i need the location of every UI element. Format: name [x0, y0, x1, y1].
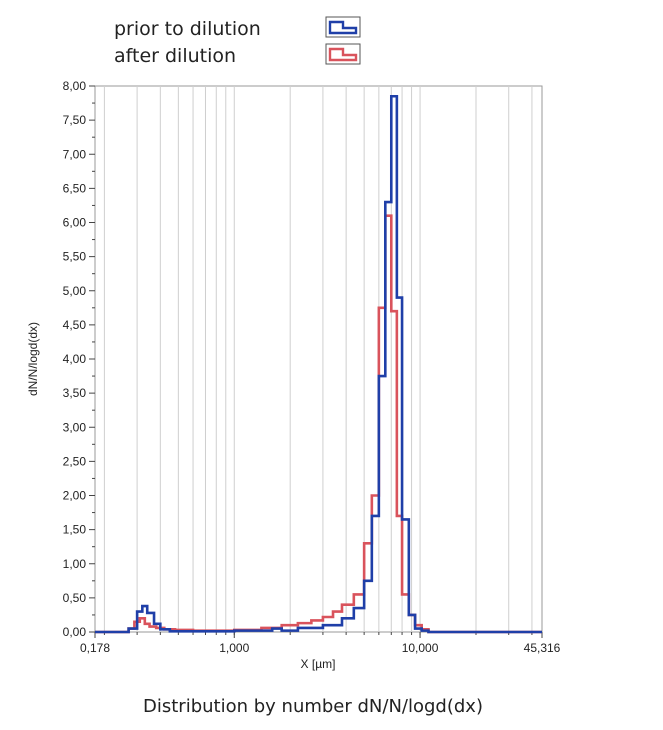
- y-tick-label: 8,00: [63, 79, 87, 93]
- series-group: [95, 94, 542, 634]
- y-tick-label: 1,00: [63, 557, 87, 571]
- legend: prior to dilution after dilution: [114, 16, 361, 67]
- y-tick-label: 3,50: [63, 386, 87, 400]
- legend-label-after: after dilution: [114, 45, 236, 67]
- y-tick-label: 6,00: [63, 216, 87, 230]
- y-tick-label: 3,00: [63, 420, 87, 434]
- legend-symbol-after: [328, 47, 358, 62]
- x-tick-label: 0,178: [80, 641, 110, 655]
- legend-swatch-box-after: [325, 43, 361, 65]
- y-tick-label: 2,50: [63, 454, 87, 468]
- legend-swatch-box-prior: [325, 16, 361, 38]
- series-prior-to-dilution: [95, 94, 542, 634]
- x-tick-label: 10,000: [402, 641, 439, 655]
- y-tick-label: 0,00: [63, 625, 87, 639]
- x-axis: 0,178 1,000 10,000 45,316: [80, 632, 561, 655]
- y-tick-label: 5,00: [63, 284, 87, 298]
- x-tick-label: 1,000: [219, 641, 249, 655]
- y-tick-label: 0,50: [63, 591, 87, 605]
- y-axis-label: dN/N/logd(dx): [26, 322, 40, 396]
- y-tick-label: 4,00: [63, 352, 87, 366]
- y-tick-label: 7,00: [63, 147, 87, 161]
- y-tick-label: 2,00: [63, 489, 87, 503]
- chart-caption: Distribution by number dN/N/logd(dx): [143, 696, 483, 717]
- x-axis-label: X [µm]: [301, 657, 336, 671]
- y-tick-label: 5,50: [63, 250, 87, 264]
- y-tick-label: 1,50: [63, 523, 87, 537]
- y-tick-label: 6,50: [63, 181, 87, 195]
- y-tick-label: 7,50: [63, 113, 87, 127]
- y-tick-label: 4,50: [63, 318, 87, 332]
- x-tick-label: 45,316: [524, 641, 561, 655]
- legend-symbol-prior: [328, 20, 358, 35]
- grid-lines: [103, 86, 533, 632]
- legend-label-prior: prior to dilution: [114, 18, 261, 40]
- plot-area: [94, 85, 543, 633]
- y-axis: 0,00 0,50 1,00 1,50 2,00 2,50 3,00 3,50 4,00 4,50…: [63, 79, 95, 639]
- series-after-dilution: [95, 214, 542, 634]
